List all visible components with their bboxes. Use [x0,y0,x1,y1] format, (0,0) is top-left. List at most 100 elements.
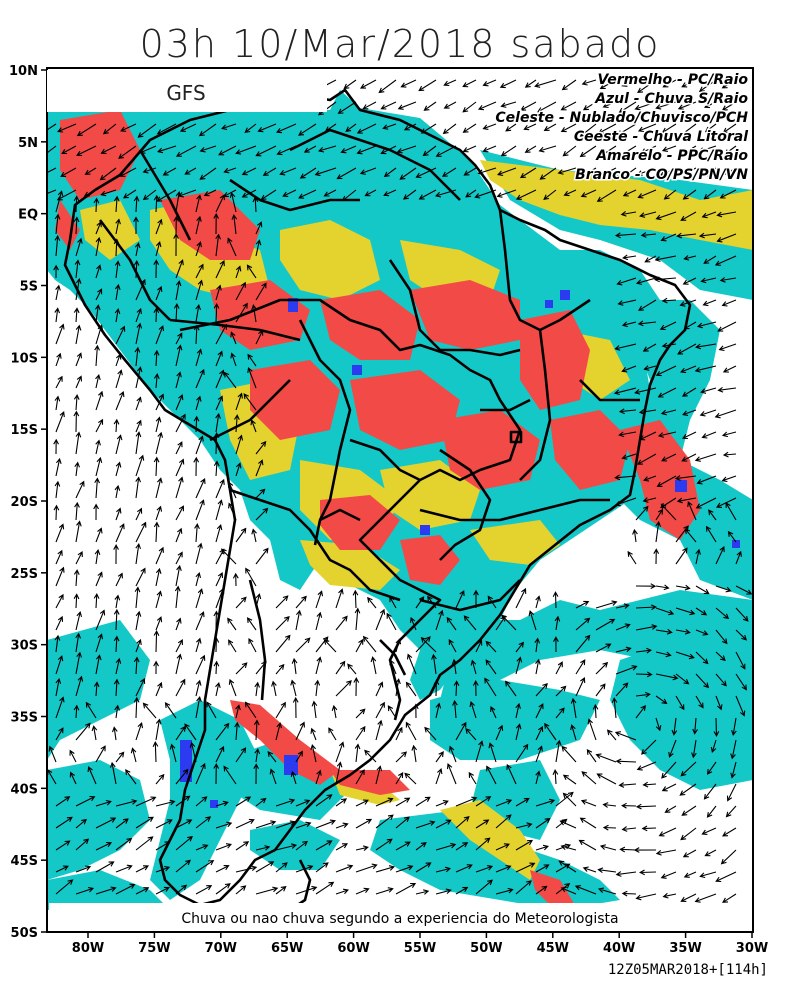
wind-arrow [616,123,637,136]
wind-arrow [715,695,723,711]
wind-arrow [153,307,160,323]
wind-arrow [570,697,577,719]
lon-tick-label: 30W [736,941,768,956]
wind-arrow [655,584,670,591]
wind-arrow [735,651,746,670]
state-line-18 [480,398,531,412]
wind-arrow [684,528,697,543]
wind-arrow [55,816,73,829]
wind-arrow [109,761,117,785]
wind-arrow [235,265,242,279]
wind-arrow [448,745,457,763]
wind-arrow [48,745,57,763]
wind-arrow [724,145,737,155]
wind-arrow [715,546,725,565]
wind-arrow [635,505,649,521]
wind-arrow [535,703,544,719]
wind-arrow [248,637,257,653]
wind-arrow [621,890,637,897]
wind-arrow [173,215,180,235]
lon-tick-label: 55W [404,941,436,956]
wind-arrow [55,190,64,213]
wind-arrow [621,453,637,460]
wind-arrow [310,743,317,763]
wind-arrow [462,145,477,153]
wind-arrow [135,507,143,521]
wind-arrow [616,277,637,286]
wind-arrow [179,123,197,132]
wind-arrow [714,409,737,419]
wind-arrow [375,681,384,697]
wind-arrow [595,683,606,697]
wind-arrow [255,547,269,565]
wind-arrow [499,79,517,89]
wind-arrow [155,590,163,609]
wind-arrow [586,748,597,763]
wind-arrow [655,607,675,616]
wind-arrow [722,365,737,373]
wind-arrow [323,638,337,653]
wind-arrow [658,827,677,837]
wind-arrow [415,636,431,653]
wind-arrow [155,886,170,895]
wind-arrow [695,629,709,636]
wind-arrow [195,859,215,873]
wind-arrow [515,797,530,807]
state-line-13 [138,149,192,241]
wind-arrow [675,695,685,711]
wind-arrow [455,886,469,895]
wind-arrow [397,101,417,110]
wind-arrow [634,101,657,111]
wind-arrow [215,865,230,873]
wind-arrow [675,628,691,635]
wind-arrow [215,412,221,433]
wind-arrow [580,189,597,198]
wind-arrow [234,414,240,433]
wind-arrow [135,567,146,587]
wind-arrow [135,542,142,565]
wind-arrow [462,101,477,113]
wind-arrow [543,189,557,201]
wind-arrow [515,189,537,200]
wind-arrow [431,653,437,675]
wind-arrow [113,418,120,433]
wind-arrow [411,744,418,763]
wind-arrow [681,805,697,816]
wind-arrow [255,861,275,873]
wind-arrow [375,887,394,895]
wind-arrow [314,167,337,177]
wind-arrow [695,548,701,565]
wind-arrow [55,284,61,301]
wind-arrow [359,79,377,89]
wind-arrow [455,816,470,829]
wind-arrow [114,307,121,323]
wind-arrow [115,461,122,477]
wind-arrow [404,772,417,785]
wind-arrow [206,701,217,719]
wind-arrow [636,453,657,465]
wind-arrow [715,497,737,508]
wind-arrow [255,440,267,455]
wind-arrow [721,431,737,438]
wind-arrow [315,881,335,895]
wind-arrow [574,885,597,895]
wind-arrow [95,390,104,411]
wind-arrow [523,123,537,131]
wind-arrow [142,189,157,201]
wind-arrow [215,395,224,411]
wind-arrow [543,123,557,131]
wind-arrow [292,696,299,719]
legend: Vermelho - PC/Raio Azul - Chuva S/Raio Cel… [494,71,750,185]
wind-arrow [722,893,737,903]
wind-arrow [235,662,248,675]
wind-arrow [710,739,717,753]
wind-arrow [435,842,457,851]
wind-arrow [375,865,395,873]
wind-arrow [115,572,123,587]
wind-arrow [663,189,677,200]
wind-arrow [562,792,577,807]
wind-arrow [680,761,697,777]
wind-arrow [230,352,237,367]
wind-arrow [635,624,658,631]
wind-arrow [695,673,710,689]
